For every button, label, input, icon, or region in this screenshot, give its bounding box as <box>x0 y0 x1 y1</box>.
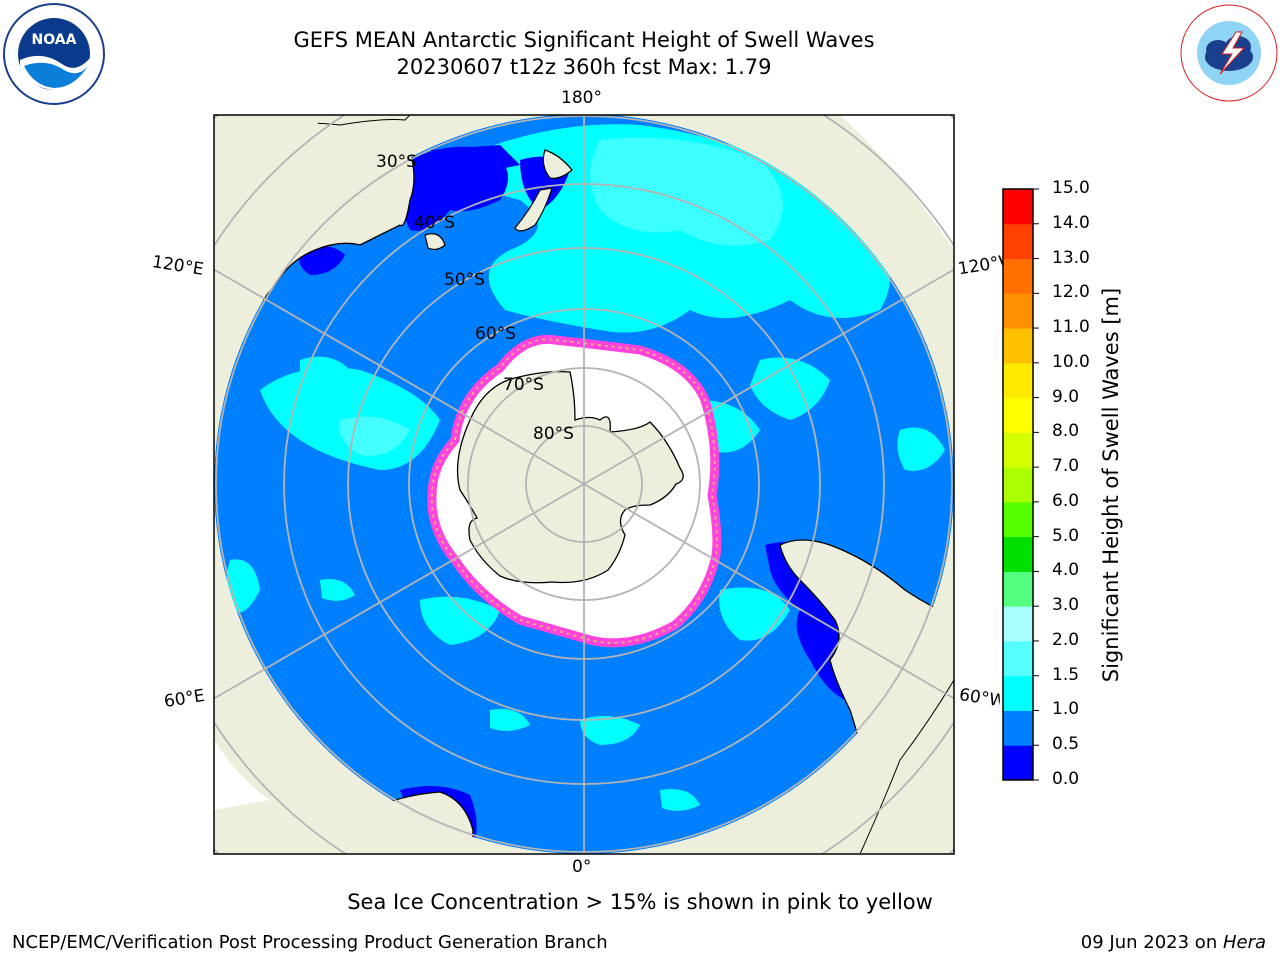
colorbar-tick-label: 0.5 <box>1052 734 1080 755</box>
antarctica-landmass <box>456 370 684 584</box>
colorbar-segment <box>1003 745 1033 781</box>
colorbar-segment <box>1003 501 1033 538</box>
graticule <box>214 115 954 854</box>
map-title: GEFS MEAN Antarctic Significant Height o… <box>293 28 875 52</box>
colorbar <box>1002 188 1039 781</box>
new-zealand <box>542 149 573 179</box>
credit-text: NCEP/EMC/Verification Post Processing Pr… <box>12 932 608 953</box>
tasmania <box>424 233 446 251</box>
colorbar-label: Significant Height of Swell Waves [m] <box>1099 287 1123 683</box>
colorbar-segment <box>1003 432 1033 468</box>
colorbar-segment <box>1003 710 1033 746</box>
colorbar-tick-label: 14.0 <box>1052 212 1090 233</box>
date-host: Hera <box>1222 932 1266 953</box>
colorbar-segment <box>1003 362 1033 399</box>
colorbar-tick-label: 15.0 <box>1052 178 1090 198</box>
colorbar-tick-label: 12.0 <box>1052 282 1090 303</box>
colorbar-tick-label: 0.0 <box>1052 769 1080 789</box>
colorbar-segment <box>1003 293 1033 329</box>
nws-logo <box>1180 4 1278 102</box>
lat-label-70s: 70°S <box>503 375 544 395</box>
colorbar-segment <box>1003 189 1033 225</box>
date-stamp: 09 Jun 2023 on Hera <box>1081 932 1266 953</box>
lat-label-50s: 50°S <box>444 270 485 290</box>
colorbar-segment <box>1003 223 1033 260</box>
colorbar-tick-label: 1.5 <box>1052 664 1080 685</box>
lat-label-60s: 60°S <box>475 324 516 344</box>
colorbar-segment <box>1003 640 1033 677</box>
colorbar-tick-label: 5.0 <box>1052 525 1080 546</box>
colorbar-segment <box>1003 536 1033 572</box>
swell-1.5-2.0-patches <box>339 137 783 456</box>
noaa-logo-text: NOAA <box>32 32 77 48</box>
lon-label-0: 0° <box>572 857 592 877</box>
colorbar-segment <box>1003 397 1033 433</box>
map-frame <box>213 114 955 855</box>
lat-label-40s: 40°S <box>414 213 455 233</box>
colorbar-segment <box>1003 328 1033 364</box>
colorbar-border <box>1002 188 1034 781</box>
colorbar-segment <box>1003 467 1033 503</box>
colorbar-tick-label: 4.0 <box>1052 560 1080 581</box>
colorbar-segment <box>1003 258 1033 294</box>
colorbar-tick-label: 3.0 <box>1052 595 1080 616</box>
colorbar-tick-label: 13.0 <box>1052 247 1090 268</box>
colorbar-tick-label: 2.0 <box>1052 629 1080 650</box>
colorbar-tick-label: 10.0 <box>1052 351 1090 372</box>
sea-ice-note: Sea Ice Concentration > 15% is shown in … <box>347 890 933 914</box>
colorbar-tick-label: 8.0 <box>1052 421 1080 442</box>
colorbar-tick-label: 6.0 <box>1052 490 1080 511</box>
noaa-logo: NOAA <box>3 3 105 105</box>
colorbar-tick-label: 1.0 <box>1052 699 1080 720</box>
colorbar-segment <box>1003 571 1033 607</box>
map-subtitle: 20230607 t12z 360h fcst Max: 1.79 <box>396 55 772 79</box>
colorbar-segment <box>1003 675 1033 711</box>
lat-label-30s: 30°S <box>376 152 417 172</box>
colorbar-tick-label: 7.0 <box>1052 456 1080 477</box>
lon-label-180: 180° <box>561 88 602 108</box>
colorbar-segment <box>1003 606 1033 642</box>
new-zealand-south <box>514 187 553 232</box>
date-text: 09 Jun 2023 on <box>1080 932 1223 953</box>
lat-label-80s: 80°S <box>533 424 574 444</box>
colorbar-tick-label: 11.0 <box>1052 317 1090 338</box>
colorbar-tick-label: 9.0 <box>1052 386 1080 407</box>
